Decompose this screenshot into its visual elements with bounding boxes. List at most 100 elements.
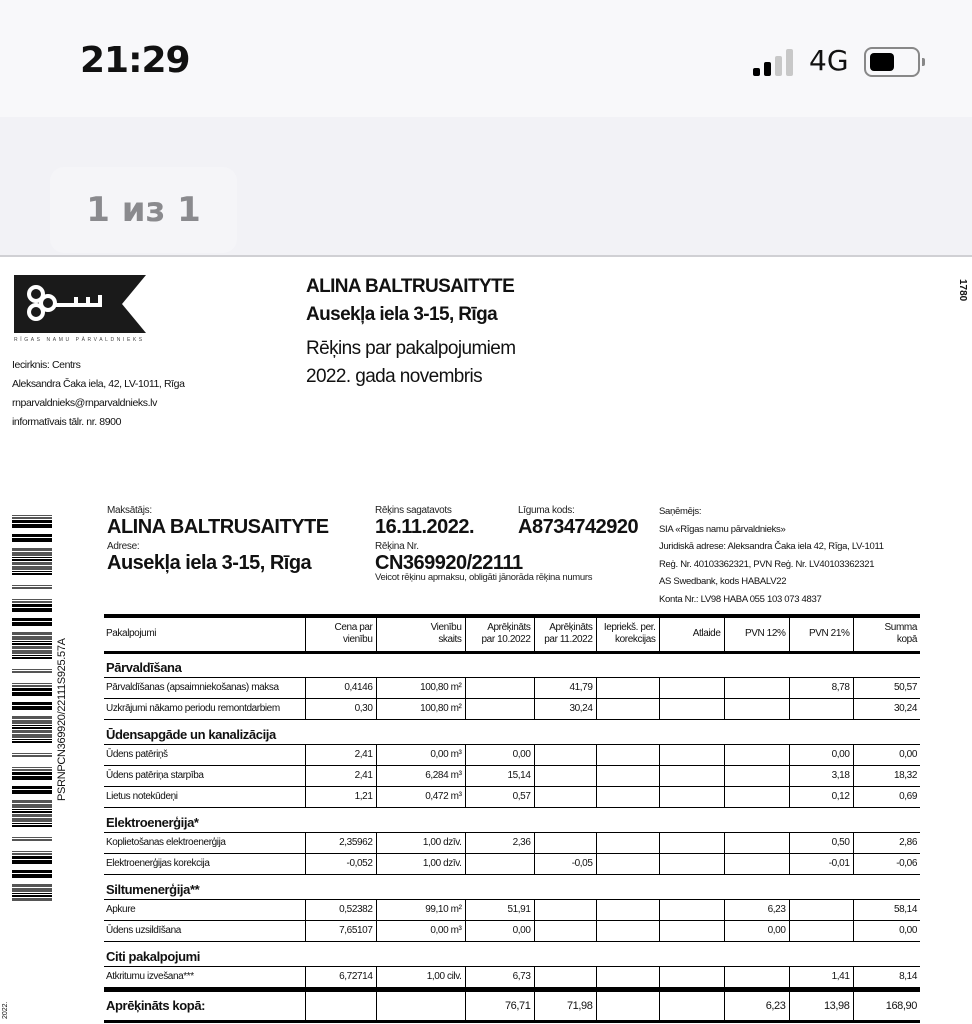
table-cell: 2,35962	[304, 831, 376, 854]
barcode-bar	[12, 730, 52, 733]
table-cell	[658, 697, 724, 720]
logo-text: RĪGAS NAMU PĀRVALDNIEKS	[14, 337, 145, 343]
barcode-bar	[12, 655, 52, 656]
table-cell: 0,00	[464, 919, 534, 942]
table-cell	[658, 965, 724, 988]
column-header: Iepriekš. per. korekcijas	[595, 614, 659, 654]
table-cell: 0,00	[723, 919, 789, 942]
section-title: Ūdensapgāde un kanalizācija	[104, 719, 920, 745]
barcode-text: PSRNPCN369920/22111S925.57A	[56, 638, 68, 801]
table-cell: 2,41	[304, 743, 376, 766]
barcode-bar	[12, 776, 52, 780]
table-cell: 0,00 m³	[375, 919, 465, 942]
barcode-bar	[12, 643, 52, 645]
table-cell	[533, 965, 596, 988]
service-name: Pārvaldīšanas (apsaimniekošanas) maksa	[104, 676, 305, 699]
table-cell	[533, 919, 596, 942]
service-name: Uzkrājumi nākamo periodu remontdarbiem	[104, 697, 305, 720]
total-cell	[304, 988, 376, 1023]
issuer-email[interactable]: rnparvaldnieks@rnparvaldnieks.lv	[12, 397, 157, 409]
table-cell: 3,18	[788, 764, 853, 787]
barcode-bar	[12, 538, 52, 542]
table-cell	[533, 785, 596, 808]
table-cell: 0,52382	[304, 898, 376, 921]
table-cell	[658, 764, 724, 787]
table-row: Ūdens uzsildīšana 7,65107 0,00 m³ 0,00 0,00 0…	[104, 919, 920, 942]
barcode-bar	[12, 884, 52, 887]
barcode-bar	[12, 657, 52, 659]
barcode-bar	[12, 524, 52, 528]
payer-address: Ausekļa iela 3-15, Rīga	[107, 552, 312, 574]
barcode-bar	[12, 888, 52, 892]
total-cell: 76,71	[464, 988, 534, 1023]
barcode-bar	[12, 706, 52, 710]
page-indicator: 1 из 1	[50, 167, 237, 253]
barcode-bar	[12, 870, 52, 873]
barcode-bar	[12, 800, 52, 803]
barcode-bar	[12, 786, 52, 789]
table-cell: 2,36	[464, 831, 534, 854]
column-header: Aprēķināts par 11.2022	[533, 614, 596, 654]
table-cell	[658, 898, 724, 921]
barcode-bar	[12, 688, 52, 691]
total-label: Aprēķināts kopā:	[104, 988, 305, 1023]
barcode-bar	[12, 790, 52, 794]
services-table: Pakalpojumi Cena par vienību Vienību skaits A…	[104, 614, 920, 1023]
barcode-bar	[12, 622, 52, 626]
barcode-bar	[12, 895, 52, 897]
table-cell: 0,00	[852, 743, 920, 766]
table-cell	[595, 831, 659, 854]
column-header: PVN 21%	[788, 614, 853, 654]
table-cell: 0,69	[852, 785, 920, 808]
barcode-bar	[12, 587, 52, 589]
column-header: Atlaide	[658, 614, 724, 654]
service-name: Ūdens patēriņš	[104, 743, 305, 766]
issuer-district: Iecirknis: Centrs	[12, 359, 81, 371]
payer-block: Maksātājs: ALINA BALTRUSAITYTE Adrese: A…	[107, 505, 329, 575]
table-cell	[788, 697, 853, 720]
barcode-bar	[12, 646, 52, 649]
barcode-bar	[12, 856, 52, 859]
table-cell	[595, 898, 659, 921]
barcode-bar	[12, 641, 52, 642]
table-cell: -0,052	[304, 852, 376, 875]
table-cell	[533, 898, 596, 921]
receiver-label: Saņēmējs:	[659, 506, 702, 517]
table-row: Koplietošanas elektroenerģija 2,35962 1,00…	[104, 831, 920, 854]
barcode-bar	[12, 669, 52, 670]
total-cell	[658, 988, 724, 1023]
barcode-bar	[12, 632, 52, 635]
total-cell	[595, 988, 659, 1023]
invoice-note: Veicot rēķinu apmaksu, obligāti jānorāda…	[375, 572, 593, 583]
barcode-bar	[12, 823, 52, 824]
payer-label: Maksātājs:	[107, 505, 152, 516]
service-name: Ūdens uzsildīšana	[104, 919, 305, 942]
barcode-bar	[12, 562, 52, 565]
number-label: Rēķina Nr.	[375, 541, 419, 552]
table-cell	[723, 965, 789, 988]
barcode-bar	[12, 559, 52, 561]
battery-icon	[864, 47, 925, 77]
table-cell	[464, 676, 534, 699]
barcode-bar	[12, 515, 52, 516]
barcode-bar	[12, 804, 52, 808]
total-row: Aprēķināts kopā: 76,71 71,98 6,23 13,98 168,9…	[104, 988, 920, 1023]
total-cell: 13,98	[788, 988, 853, 1023]
barcode-bar	[12, 571, 52, 572]
table-cell	[595, 697, 659, 720]
column-header: Pakalpojumi	[104, 614, 305, 654]
barcode-bar	[12, 608, 52, 612]
total-cell: 168,90	[852, 988, 920, 1023]
section-title: Siltumenerģija**	[104, 874, 920, 900]
section-title: Citi pakalpojumi	[104, 941, 920, 967]
column-header: PVN 12%	[723, 614, 789, 654]
address-label: Adrese:	[107, 541, 140, 552]
barcode-bar	[12, 534, 52, 537]
table-row: Uzkrājumi nākamo periodu remontdarbiem 0,…	[104, 697, 920, 720]
table-cell: 1,41	[788, 965, 853, 988]
table-cell: 7,65107	[304, 919, 376, 942]
table-cell	[658, 676, 724, 699]
table-cell: 1,00 dzīv.	[375, 831, 465, 854]
table-cell	[723, 764, 789, 787]
barcode-bar	[12, 727, 52, 729]
